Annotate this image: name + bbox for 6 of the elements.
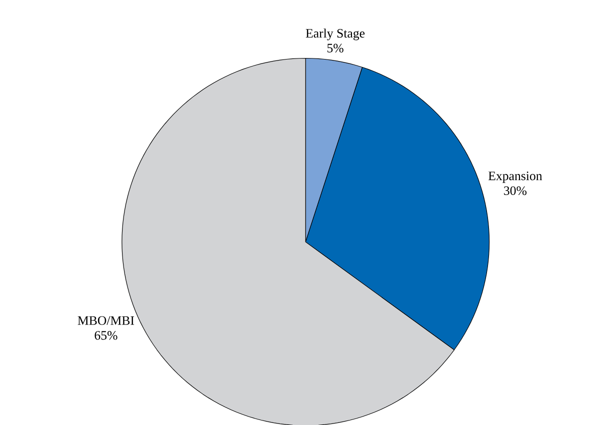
slice-label: Early Stage (306, 28, 365, 40)
data-label: 30% (504, 186, 527, 196)
data-label: 65% (94, 331, 118, 340)
slice-label: Expansion (488, 172, 542, 184)
data-label: 5% (327, 44, 344, 53)
slice-label: MBO/MBI (78, 316, 134, 326)
